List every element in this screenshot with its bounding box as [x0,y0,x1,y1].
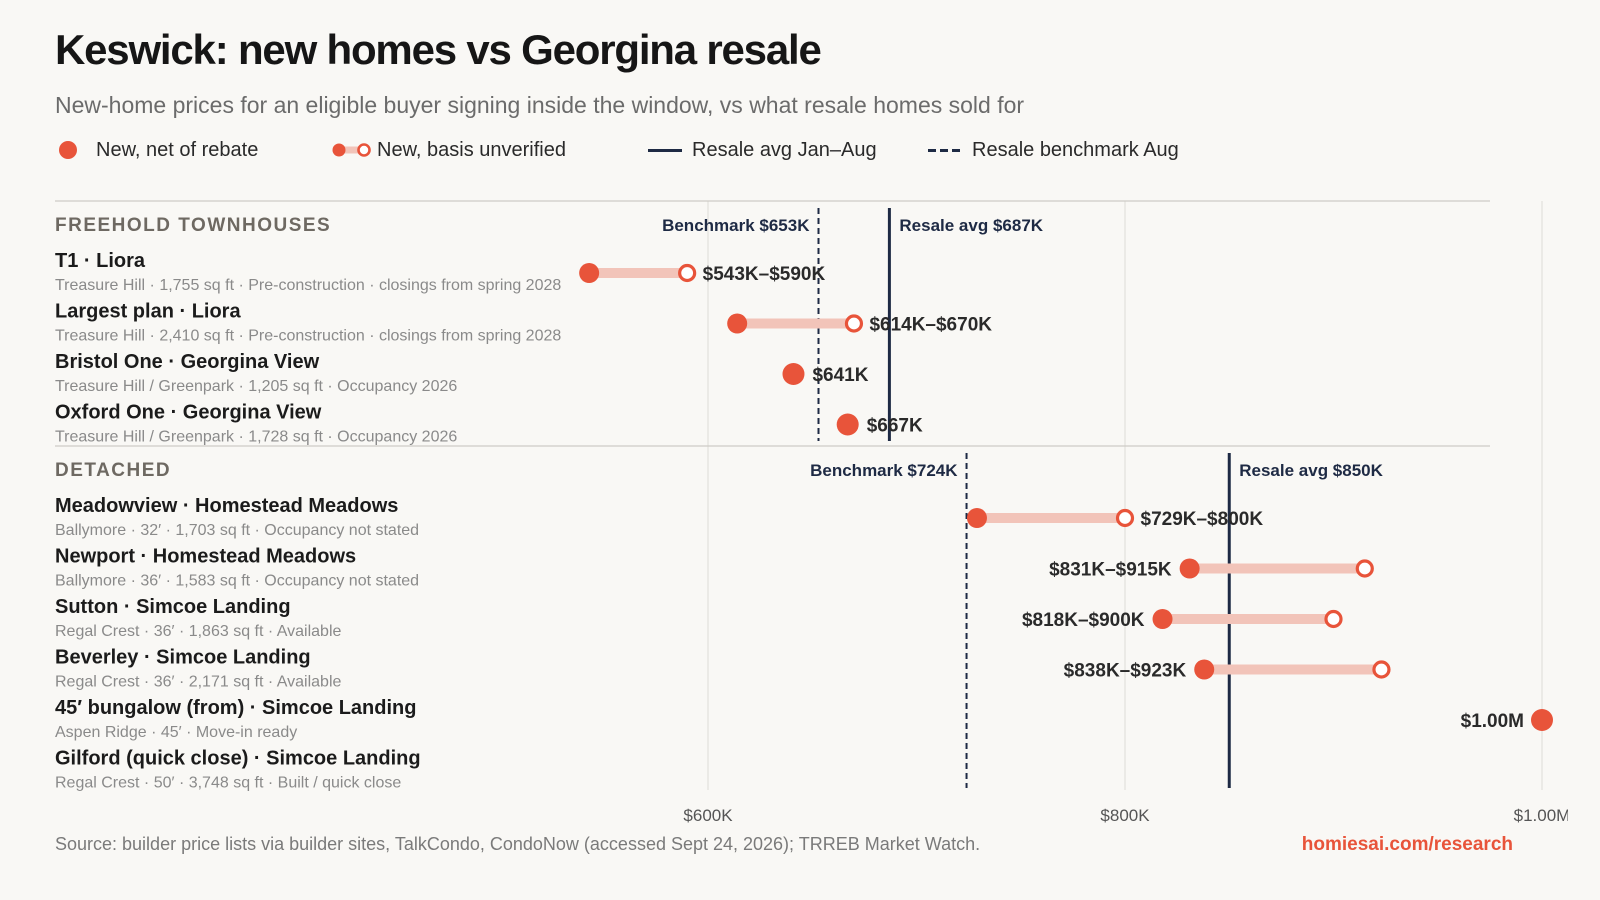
row-name: Gilford (quick close) · Simcoe Landing [55,748,421,770]
high-price-dot [1324,609,1343,629]
row-detail: Treasure Hill / Greenpark · 1,205 sq ft … [55,378,457,395]
row-detail: Treasure Hill · 1,755 sq ft · Pre-constr… [55,277,561,294]
value-label: $614K–$670K [869,315,992,336]
row-detail: Regal Crest · 50′ · 3,748 sq ft · Built … [55,775,401,792]
legend: New, net of rebate New, basis unverified… [55,134,1255,166]
low-price-dot [966,508,987,528]
legend-solid-line-icon [648,148,682,152]
legend-item-new-unverified: New, basis unverified [332,134,566,166]
row-detail: Regal Crest · 36′ · 1,863 sq ft · Availa… [55,623,342,640]
low-price-dot [579,263,600,283]
row-name: Largest plan · Liora [55,301,241,323]
row-name: Beverley · Simcoe Landing [55,647,311,669]
resale-avg-label: Resale avg $687K [899,216,1043,235]
low-price-dot [1194,659,1215,680]
row-name: Bristol One · Georgina View [55,351,320,373]
high-price-dot [1372,660,1391,679]
low-price-dot [1179,558,1200,579]
legend-item-resale-benchmark: Resale benchmark Aug [928,134,1179,166]
price-dot [836,413,859,436]
section-label: FREEHOLD TOWNHOUSES [55,215,331,236]
row-detail: Ballymore · 36′ · 1,583 sq ft · Occupanc… [55,573,419,590]
legend-label: New, net of rebate [96,138,259,161]
value-label: $838K–$923K [1064,661,1187,682]
row-detail: Treasure Hill / Greenpark · 1,728 sq ft … [55,429,457,446]
high-price-dot [844,314,864,333]
value-label: $1.00M [1461,711,1524,732]
row-detail: Ballymore · 32′ · 1,703 sq ft · Occupanc… [55,522,419,539]
high-price-dot [1115,508,1135,528]
row-name: 45′ bungalow (from) · Simcoe Landing [55,697,416,719]
legend-dashed-line-icon [928,148,962,152]
benchmark-label: Benchmark $653K [662,216,810,235]
legend-label: Resale avg Jan–Aug [692,138,877,161]
source-note: Source: builder price lists via builder … [55,834,981,854]
price-dot [1531,709,1553,731]
value-label: $667K [867,416,923,437]
price-dot [782,363,805,385]
x-tick-label: $1.00M [1514,806,1568,825]
row-name: T1 · Liora [55,250,146,272]
legend-label: Resale benchmark Aug [972,138,1179,161]
low-price-dot [727,313,748,334]
row-name: Meadowview · Homestead Meadows [55,495,398,517]
row-name: Oxford One · Georgina View [55,402,322,424]
row-detail: Aspen Ridge · 45′ · Move-in ready [55,724,297,741]
row-name: Newport · Homestead Meadows [55,546,356,568]
legend-range-icon [332,141,372,159]
section-label: DETACHED [55,460,171,481]
row-name: Sutton · Simcoe Landing [55,596,291,618]
value-label: $831K–$915K [1049,560,1172,581]
x-tick-label: $800K [1100,806,1150,825]
value-label: $818K–$900K [1022,610,1145,631]
high-price-dot [1355,559,1374,578]
row-detail: Treasure Hill · 2,410 sq ft · Pre-constr… [55,328,561,345]
high-price-dot [678,263,697,283]
x-tick-label: $600K [683,806,733,825]
value-label: $543K–$590K [703,264,826,285]
low-price-dot [1152,609,1173,629]
legend-item-new-net: New, net of rebate [59,134,258,166]
row-detail: Regal Crest · 36′ · 2,171 sq ft · Availa… [55,674,342,691]
resale-avg-label: Resale avg $850K [1239,461,1383,480]
price-chart: $600K$800K$1.00M$1.20MFREEHOLD TOWNHOUSE… [55,200,1568,825]
chart-subtitle: New-home prices for an eligible buyer si… [55,92,1025,118]
legend-label: New, basis unverified [377,138,566,161]
chart-title: Keswick: new homes vs Georgina resale [55,26,822,73]
brand-link[interactable]: homiesai.com/research [1301,834,1513,855]
value-label: $641K [812,365,868,386]
value-label: $729K–$800K [1141,509,1264,530]
legend-item-resale-avg: Resale avg Jan–Aug [648,134,877,166]
legend-dot-icon [59,141,77,159]
benchmark-label: Benchmark $724K [810,461,958,480]
